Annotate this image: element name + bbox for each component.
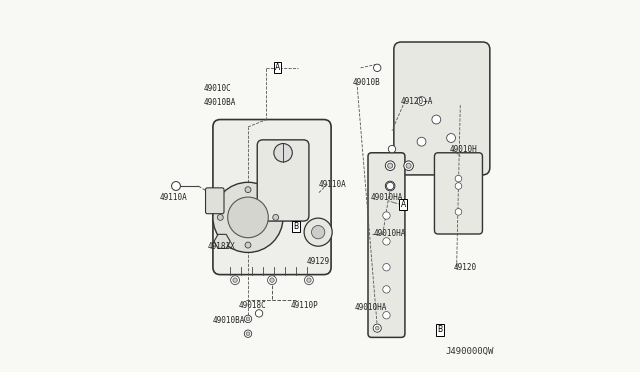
Circle shape [305, 276, 314, 285]
Circle shape [383, 311, 390, 319]
Circle shape [388, 145, 396, 153]
Circle shape [255, 310, 263, 317]
Circle shape [304, 218, 332, 246]
Text: J490000QW: J490000QW [445, 347, 493, 356]
Circle shape [246, 332, 250, 336]
Circle shape [417, 137, 426, 146]
Text: 49010HA: 49010HA [355, 303, 387, 312]
Circle shape [383, 238, 390, 245]
Circle shape [244, 315, 252, 323]
Text: 49181X: 49181X [207, 243, 235, 251]
Text: A: A [401, 200, 406, 209]
Circle shape [385, 181, 395, 191]
Text: 49120: 49120 [454, 263, 477, 272]
Circle shape [245, 187, 251, 193]
Circle shape [172, 182, 180, 190]
Circle shape [455, 175, 462, 182]
Text: 49010B: 49010B [353, 78, 380, 87]
Text: A: A [275, 63, 280, 72]
Polygon shape [214, 234, 230, 248]
Text: 49010HA: 49010HA [371, 193, 403, 202]
Circle shape [432, 115, 441, 124]
FancyBboxPatch shape [435, 153, 483, 234]
Circle shape [388, 163, 393, 168]
Circle shape [307, 278, 311, 282]
Circle shape [387, 182, 394, 190]
Text: B: B [437, 326, 442, 334]
FancyBboxPatch shape [368, 153, 405, 337]
FancyBboxPatch shape [205, 188, 224, 214]
Text: 49110A: 49110A [159, 193, 187, 202]
Circle shape [230, 276, 239, 285]
Text: 49010H: 49010H [450, 145, 477, 154]
Circle shape [417, 97, 426, 106]
Circle shape [374, 64, 381, 71]
Circle shape [268, 276, 276, 285]
Circle shape [388, 183, 393, 189]
Circle shape [383, 212, 390, 219]
Text: 49010C: 49010C [204, 84, 232, 93]
Circle shape [385, 161, 395, 170]
Circle shape [213, 182, 283, 253]
Text: 49010BA: 49010BA [204, 99, 236, 108]
Text: 49110P: 49110P [291, 301, 318, 311]
Text: 49110A: 49110A [318, 180, 346, 189]
Text: B: B [293, 222, 299, 231]
Circle shape [218, 214, 223, 220]
Circle shape [447, 134, 456, 142]
Text: 49018C: 49018C [239, 301, 266, 311]
Circle shape [383, 286, 390, 293]
FancyBboxPatch shape [257, 140, 309, 221]
Circle shape [455, 209, 462, 215]
Circle shape [376, 326, 379, 330]
Circle shape [404, 161, 413, 170]
Circle shape [406, 163, 411, 168]
FancyBboxPatch shape [394, 42, 490, 175]
Text: 49120+A: 49120+A [401, 97, 433, 106]
Circle shape [270, 278, 274, 282]
Circle shape [246, 317, 250, 321]
Circle shape [245, 242, 251, 248]
Circle shape [233, 278, 237, 282]
Circle shape [244, 330, 252, 337]
Text: 49129: 49129 [307, 257, 330, 266]
Circle shape [455, 183, 462, 189]
Circle shape [274, 144, 292, 162]
Circle shape [373, 324, 381, 332]
Circle shape [383, 263, 390, 271]
Text: 49010BA: 49010BA [213, 316, 245, 325]
FancyBboxPatch shape [213, 119, 331, 275]
Circle shape [228, 197, 268, 238]
Circle shape [312, 225, 324, 239]
Circle shape [273, 214, 278, 220]
Text: 49010HA: 49010HA [374, 230, 406, 238]
